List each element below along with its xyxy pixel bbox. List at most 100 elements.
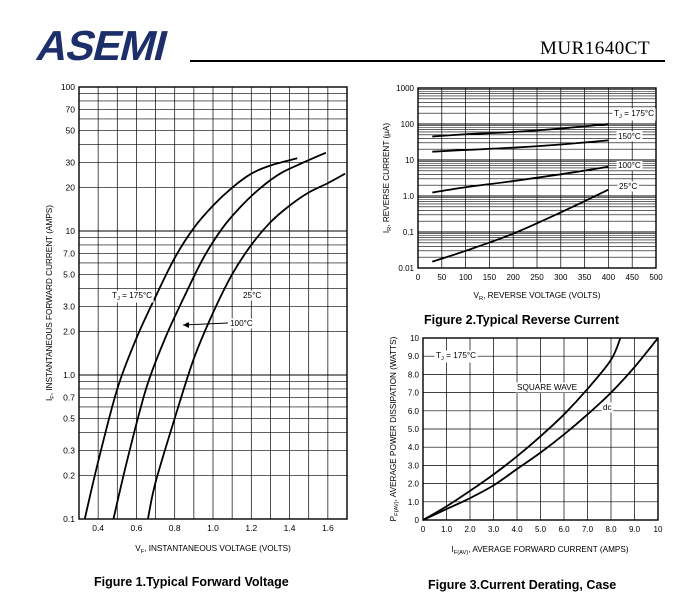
y-tick-label: 0.5 xyxy=(63,413,75,423)
tick-labels: 0.01 0.1 1.0 10 100 1000 0 50 100 150 200 250 300 350… xyxy=(396,84,663,282)
y-tick-label: 1.0 xyxy=(403,192,415,201)
y-tick-label: 10 xyxy=(405,156,414,165)
y-tick-label: 5.0 xyxy=(408,425,420,434)
x-tick-label: 1.0 xyxy=(207,523,219,533)
tick-labels: 0 1.0 2.0 3.0 4.0 5.0 6.0 7.0 8.0 9.0 10 0 1.0 2.0 3.0… xyxy=(408,334,663,534)
x-tick-label: 150 xyxy=(483,273,497,282)
x-tick-label: 8.0 xyxy=(605,525,617,534)
x-tick-label: 1.6 xyxy=(322,523,334,533)
x-tick-label: 300 xyxy=(554,273,568,282)
series-group xyxy=(422,337,659,521)
y-tick-label: 7.0 xyxy=(63,248,75,258)
y-tick-label: 2.0 xyxy=(63,327,75,337)
series-line-2 xyxy=(432,139,609,153)
y-tick-label: 1.0 xyxy=(408,498,420,507)
x-tick-label: 350 xyxy=(578,273,592,282)
x-tick-label: 9.0 xyxy=(629,525,641,534)
asemi-logo: ASEMI xyxy=(32,23,172,66)
y-tick-label: 0.7 xyxy=(63,392,75,402)
y-tick-label: 10 xyxy=(410,334,419,343)
x-tick-label: 0.8 xyxy=(169,523,181,533)
y-tick-label: 6.0 xyxy=(408,407,420,416)
plot-frame xyxy=(78,86,348,520)
y-tick-label: 2.0 xyxy=(408,480,420,489)
y-tick-label: 100 xyxy=(61,82,75,92)
y-axis-label: IF, INSTANTANEOUS FORWARD CURRENT (AMPS) xyxy=(45,205,56,401)
x-tick-label: 10 xyxy=(654,525,663,534)
annotation-label: 150°C xyxy=(616,131,643,142)
series-group xyxy=(432,123,609,263)
y-tick-label: 1000 xyxy=(396,84,414,93)
annotation-text: TJ = 175°C xyxy=(112,291,152,302)
annotation-text: 100°C xyxy=(230,319,253,328)
annotation-arrow xyxy=(182,322,229,326)
annotation-text: 25°C xyxy=(243,291,261,300)
x-tick-label: 500 xyxy=(649,273,663,282)
x-tick-label: 1.2 xyxy=(245,523,257,533)
figure-3-caption: Figure 3.Current Derating, Case xyxy=(428,578,617,592)
y-tick-label: 0.3 xyxy=(63,445,75,455)
header-divider xyxy=(190,60,665,62)
annotation-label: SQUARE WAVE xyxy=(515,382,580,393)
annotation-label: 25°C xyxy=(617,181,639,192)
x-tick-label: 0 xyxy=(421,525,426,534)
x-tick-label: 1.4 xyxy=(284,523,296,533)
x-tick-label: 250 xyxy=(530,273,544,282)
tick-labels: 0.1 0.2 0.3 0.5 0.7 1.0 2.0 3.0 5.0 7.0 10 20 30 50 70… xyxy=(61,82,334,533)
y-tick-label: 20 xyxy=(66,183,76,193)
x-axis-label: VF, INSTANTANEOUS VOLTAGE (VOLTS) xyxy=(135,544,291,555)
annotation-text: 150°C xyxy=(618,132,641,141)
y-tick-label: 8.0 xyxy=(408,370,420,379)
x-tick-label: 400 xyxy=(602,273,616,282)
x-tick-label: 0.4 xyxy=(92,523,104,533)
annotation-text: 25°C xyxy=(619,182,637,191)
annotation-arrowhead xyxy=(183,322,189,328)
x-tick-label: 50 xyxy=(437,273,446,282)
y-tick-label: 0.1 xyxy=(63,514,75,524)
series-line-1 xyxy=(422,337,622,521)
x-tick-label: 6.0 xyxy=(558,525,570,534)
y-tick-label: 3.0 xyxy=(63,301,75,311)
series-line-3 xyxy=(147,172,346,520)
annotation-label: TJ = 175°C xyxy=(434,350,478,363)
grid xyxy=(78,87,348,520)
x-tick-label: 7.0 xyxy=(582,525,594,534)
series-line-1 xyxy=(83,157,298,520)
y-tick-label: 0.01 xyxy=(398,264,414,273)
y-tick-label: 50 xyxy=(66,125,76,135)
y-tick-label: 0.1 xyxy=(403,228,415,237)
figure-1-caption: Figure 1.Typical Forward Voltage xyxy=(94,575,289,589)
y-tick-label: 100 xyxy=(401,120,415,129)
y-tick-label: 70 xyxy=(66,104,76,114)
annotation-text: SQUARE WAVE xyxy=(517,383,578,392)
y-tick-label: 0 xyxy=(415,516,420,525)
y-axis-label: IR, REVERSE CURRENT (μA) xyxy=(382,123,393,233)
x-tick-label: 0 xyxy=(416,273,421,282)
x-tick-label: 450 xyxy=(626,273,640,282)
y-tick-label: 10 xyxy=(66,226,76,236)
y-tick-label: 0.2 xyxy=(63,471,75,481)
figure-2-caption: Figure 2.Typical Reverse Current xyxy=(424,313,619,327)
annotation-label: TJ = 175°C xyxy=(110,290,154,303)
annotation-text: TJ = 175°C xyxy=(436,351,476,362)
y-tick-label: 7.0 xyxy=(408,389,420,398)
x-axis-label: IF(AV), AVERAGE FORWARD CURRENT (AMPS) xyxy=(451,545,628,556)
annotation-text: TJ = 175°C xyxy=(614,109,654,120)
x-tick-label: 2.0 xyxy=(464,525,476,534)
x-tick-label: 4.0 xyxy=(511,525,523,534)
y-tick-label: 5.0 xyxy=(63,269,75,279)
annotation-text: 100°C xyxy=(618,161,641,170)
series-line-2 xyxy=(422,337,659,521)
x-axis-label: VR, REVERSE VOLTAGE (VOLTS) xyxy=(473,291,600,302)
grid xyxy=(417,88,657,269)
y-tick-label: 3.0 xyxy=(408,461,420,470)
y-tick-label: 1.0 xyxy=(63,370,75,380)
x-tick-label: 0.6 xyxy=(131,523,143,533)
part-number: MUR1640CT xyxy=(540,38,651,59)
x-tick-label: 1.0 xyxy=(441,525,453,534)
series-line-4 xyxy=(432,188,609,263)
series-line-2 xyxy=(112,151,327,520)
